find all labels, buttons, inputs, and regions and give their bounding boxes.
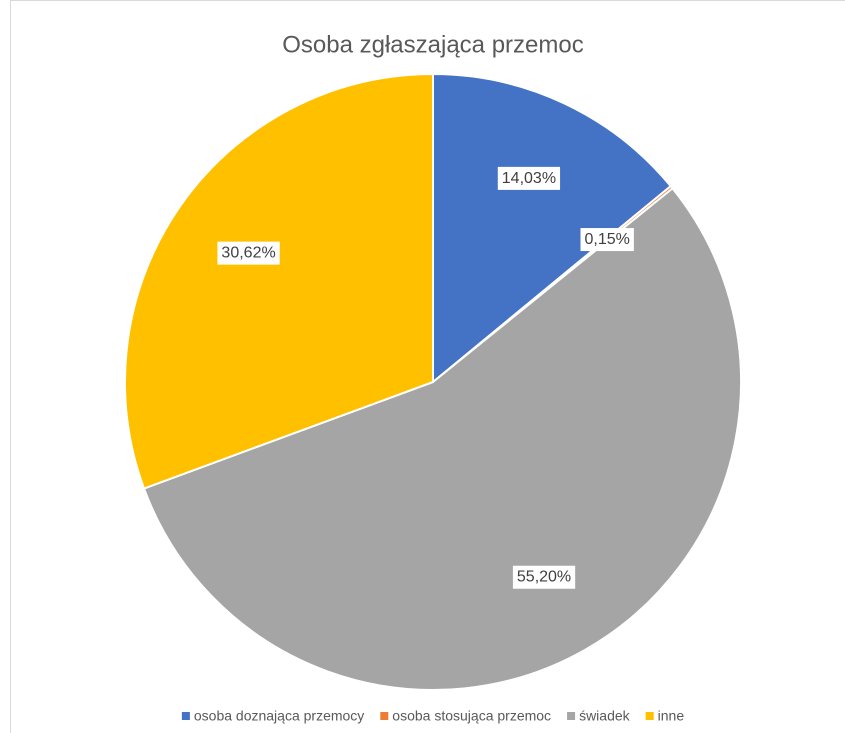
legend-label: inne	[658, 708, 685, 724]
data-label-text: 55,20%	[517, 569, 571, 586]
data-label: 30,62%	[217, 241, 280, 265]
data-label-box	[512, 565, 576, 589]
pie-slice	[124, 72, 434, 490]
data-label-text: 14,03%	[502, 170, 556, 187]
legend-swatch	[181, 712, 190, 720]
data-label-text: 0,15%	[584, 231, 629, 248]
pie-slice	[432, 72, 673, 385]
data-label-box	[217, 241, 280, 265]
legend-swatch	[380, 712, 389, 720]
legend-label: osoba doznająca przemocy	[194, 708, 364, 724]
data-label-text: 30,62%	[221, 245, 275, 262]
legend-swatch	[567, 712, 576, 720]
legend: osoba doznająca przemocy osoba stosująca …	[181, 708, 685, 724]
legend-swatch	[645, 712, 654, 720]
data-label-box	[497, 166, 561, 190]
legend-label: osoba stosująca przemoc	[392, 708, 551, 724]
data-label: 0,15%	[580, 228, 634, 252]
data-label: 55,20%	[512, 565, 576, 589]
data-label: 14,03%	[497, 166, 561, 190]
pie-slice	[142, 186, 742, 692]
data-label-box	[580, 228, 634, 252]
legend-label: świadek	[579, 708, 631, 724]
chart-title: Osoba zgłaszająca przemoc	[282, 31, 583, 58]
